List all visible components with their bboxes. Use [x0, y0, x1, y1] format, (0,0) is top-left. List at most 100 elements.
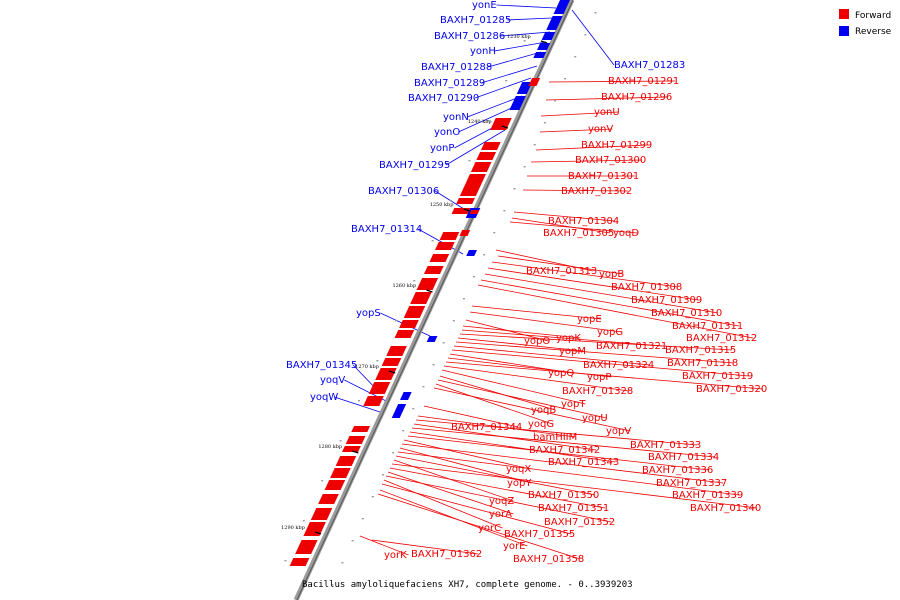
- gene-label-BAXH7_01295[interactable]: BAXH7_01295: [379, 160, 450, 171]
- gene-label-BAXH7_01362[interactable]: BAXH7_01362: [411, 549, 482, 560]
- gene-label-BAXH7_01343[interactable]: BAXH7_01343: [548, 457, 619, 468]
- gene-label-yopG[interactable]: yopG: [597, 327, 623, 338]
- gene-features: [284, 0, 597, 586]
- gene-label-yopM[interactable]: yopM: [559, 346, 586, 357]
- gene-label-BAXH7_01355[interactable]: BAXH7_01355: [504, 529, 575, 540]
- gene-label-BAXH7_01328[interactable]: BAXH7_01328: [562, 386, 633, 397]
- gene-label-yoqV[interactable]: yoqV: [320, 375, 345, 386]
- gene-label-BAXH7_01288[interactable]: BAXH7_01288: [421, 62, 492, 73]
- gene-label-BAXH7_01290[interactable]: BAXH7_01290: [408, 93, 479, 104]
- gene-label-BAXH7_01306[interactable]: BAXH7_01306: [368, 186, 439, 197]
- gene-label-BAXH7_01291[interactable]: BAXH7_01291: [608, 76, 679, 87]
- gene-label-yopK[interactable]: yopK: [556, 333, 581, 344]
- gene-label-yopU[interactable]: yopU: [582, 413, 608, 424]
- feature-dot: [341, 562, 344, 564]
- gene-label-yopS[interactable]: yopS: [356, 308, 381, 319]
- forward-gene-mark: [289, 558, 310, 566]
- forward-gene-mark: [386, 346, 407, 356]
- gene-label-BAXH7_01320[interactable]: BAXH7_01320: [696, 384, 767, 395]
- feature-dot: [543, 122, 546, 124]
- gene-label-BAXH7_01310[interactable]: BAXH7_01310: [651, 308, 722, 319]
- gene-label-BAXH7_01324[interactable]: BAXH7_01324: [583, 360, 654, 371]
- gene-label-yorC[interactable]: yorC: [478, 523, 501, 534]
- kbp-ticks: 1230 kbp 1240 kbp 1250 kbp 1260 kbp 1270 kbp…: [281, 34, 548, 535]
- gene-label-yoqZ[interactable]: yoqZ: [489, 496, 514, 507]
- legend-forward-swatch: [839, 9, 849, 19]
- reverse-gene-mark: [466, 250, 477, 256]
- gene-label-BAXH7_01299[interactable]: BAXH7_01299: [581, 140, 652, 151]
- feature-dot: [412, 408, 415, 410]
- gene-label-BAXH7_01344[interactable]: BAXH7_01344: [451, 422, 522, 433]
- gene-label-yonN[interactable]: yonN: [443, 112, 469, 123]
- gene-label-BAXH7_01300[interactable]: BAXH7_01300: [575, 155, 646, 166]
- forward-gene-mark: [324, 480, 346, 490]
- forward-gene-mark: [368, 382, 391, 394]
- gene-label-yoqG[interactable]: yoqG: [528, 419, 554, 430]
- feature-dot: [452, 320, 455, 322]
- gene-label-BAXH7_01352[interactable]: BAXH7_01352: [544, 517, 615, 528]
- gene-label-BAXH7_01319[interactable]: BAXH7_01319: [682, 371, 753, 382]
- gene-label-BAXH7_01318[interactable]: BAXH7_01318: [667, 358, 738, 369]
- gene-label-BAXH7_01289[interactable]: BAXH7_01289: [414, 78, 485, 89]
- gene-label-BAXH7_01340[interactable]: BAXH7_01340: [690, 503, 761, 514]
- gene-labels: yonE BAXH7_01285 BAXH7_01286 yonH BAXH7_0128…: [286, 0, 767, 565]
- gene-label-yonP[interactable]: yonP: [430, 143, 454, 154]
- gene-label-BAXH7_01283[interactable]: BAXH7_01283: [614, 60, 685, 71]
- forward-gene-mark: [469, 210, 480, 214]
- gene-label-yopE[interactable]: yopE: [577, 314, 602, 325]
- gene-label-yonU[interactable]: yonU: [594, 107, 620, 118]
- gene-label-yorE[interactable]: yorE: [503, 541, 525, 552]
- gene-label-yonE[interactable]: yonE: [472, 0, 497, 11]
- gene-label-BAXH7_01301[interactable]: BAXH7_01301: [568, 171, 639, 182]
- gene-label-yopY[interactable]: yopY: [507, 478, 532, 489]
- feature-dot: [381, 474, 384, 476]
- gene-label-bamHIIM[interactable]: bamHIIM: [533, 432, 577, 443]
- gene-label-BAXH7_01302[interactable]: BAXH7_01302: [561, 186, 632, 197]
- gene-label-BAXH7_01309[interactable]: BAXH7_01309: [631, 295, 702, 306]
- gene-label-BAXH7_01315[interactable]: BAXH7_01315: [665, 345, 736, 356]
- gene-label-yoqX[interactable]: yoqX: [506, 464, 531, 475]
- gene-label-BAXH7_01342[interactable]: BAXH7_01342: [529, 445, 600, 456]
- gene-label-BAXH7_01345[interactable]: BAXH7_01345: [286, 360, 357, 371]
- gene-label-BAXH7_01304[interactable]: BAXH7_01304: [548, 216, 619, 227]
- gene-label-BAXH7_01305[interactable]: BAXH7_01305: [543, 228, 614, 239]
- gene-label-BAXH7_01333[interactable]: BAXH7_01333: [630, 440, 701, 451]
- gene-label-yopT[interactable]: yopT: [561, 399, 586, 410]
- gene-label-yopV[interactable]: yopV: [606, 426, 631, 437]
- gene-label-yopQ[interactable]: yopQ: [548, 368, 574, 379]
- feature-dot: [402, 430, 405, 432]
- gene-label-yoqD[interactable]: yoqD: [613, 228, 639, 239]
- tick-label: 1230 kbp: [507, 34, 531, 40]
- forward-gene-mark: [310, 508, 333, 520]
- gene-label-BAXH7_01312[interactable]: BAXH7_01312: [686, 333, 757, 344]
- tick-mark: [426, 289, 433, 293]
- forward-gene-mark: [470, 162, 492, 172]
- gene-label-BAXH7_01350[interactable]: BAXH7_01350: [528, 490, 599, 501]
- gene-label-BAXH7_01296[interactable]: BAXH7_01296: [601, 92, 672, 103]
- gene-label-BAXH7_01308[interactable]: BAXH7_01308: [611, 282, 682, 293]
- gene-label-BAXH7_01321[interactable]: BAXH7_01321: [596, 341, 667, 352]
- gene-label-yopO[interactable]: yopO: [524, 336, 550, 347]
- gene-label-BAXH7_01313[interactable]: BAXH7_01313: [526, 266, 597, 277]
- gene-label-BAXH7_01358[interactable]: BAXH7_01358: [513, 554, 584, 565]
- gene-label-BAXH7_01334[interactable]: BAXH7_01334: [648, 452, 719, 463]
- gene-label-yonV[interactable]: yonV: [588, 124, 613, 135]
- gene-label-BAXH7_01351[interactable]: BAXH7_01351: [538, 503, 609, 514]
- gene-label-yoqW[interactable]: yoqW: [310, 392, 338, 403]
- gene-label-BAXH7_01285[interactable]: BAXH7_01285: [440, 15, 511, 26]
- gene-label-BAXH7_01311[interactable]: BAXH7_01311: [672, 321, 743, 332]
- forward-gene-mark: [476, 152, 497, 160]
- feature-dot: [450, 200, 452, 202]
- gene-label-yonH[interactable]: yonH: [470, 46, 496, 57]
- gene-label-yoqB[interactable]: yoqB: [531, 405, 556, 416]
- gene-label-yonO[interactable]: yonO: [434, 127, 460, 138]
- gene-label-BAXH7_01339[interactable]: BAXH7_01339: [672, 490, 743, 501]
- gene-label-yopB[interactable]: yopB: [599, 269, 624, 280]
- gene-label-BAXH7_01314[interactable]: BAXH7_01314: [351, 224, 422, 235]
- gene-label-BAXH7_01286[interactable]: BAXH7_01286: [434, 31, 505, 42]
- gene-label-yopP[interactable]: yopP: [587, 372, 611, 383]
- gene-label-BAXH7_01337[interactable]: BAXH7_01337: [656, 478, 727, 489]
- gene-label-yorK[interactable]: yorK: [384, 550, 407, 561]
- gene-label-yorA[interactable]: yorA: [489, 509, 512, 520]
- gene-label-BAXH7_01336[interactable]: BAXH7_01336: [642, 465, 713, 476]
